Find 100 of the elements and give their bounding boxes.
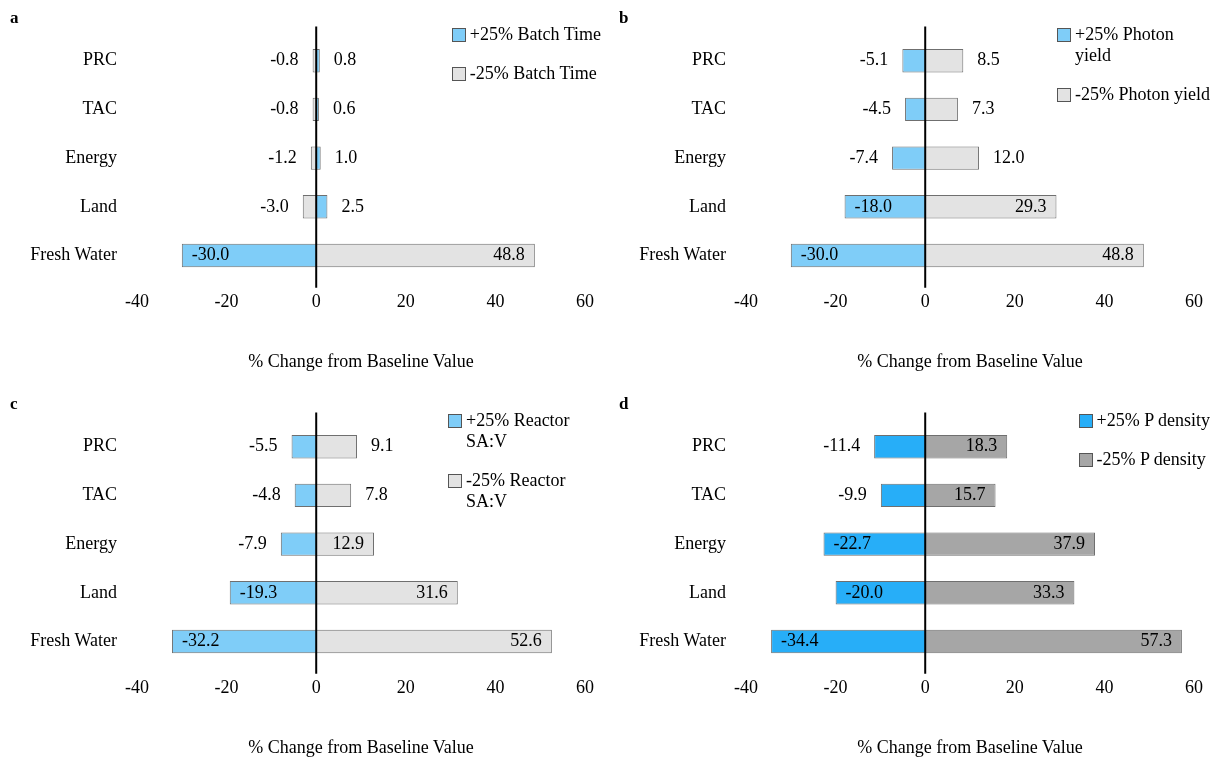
y-tick-label: PRC bbox=[82, 49, 118, 70]
x-tick-label: -40 bbox=[734, 291, 759, 312]
x-tick-label: -20 bbox=[214, 291, 239, 312]
data-label: 7.3 bbox=[971, 98, 995, 119]
x-tick-label: 60 bbox=[576, 291, 594, 312]
data-label: 7.8 bbox=[365, 483, 388, 504]
data-label: 52.6 bbox=[510, 629, 542, 650]
data-label: 37.9 bbox=[1053, 532, 1085, 553]
x-axis-title: % Change from Baseline Value bbox=[857, 736, 1083, 757]
y-tick-label: PRC bbox=[691, 434, 727, 455]
data-label: 0.6 bbox=[332, 98, 356, 119]
y-tick-label: TAC bbox=[691, 98, 727, 119]
x-tick-label: 40 bbox=[486, 676, 505, 697]
x-axis-title: % Change from Baseline Value bbox=[248, 736, 474, 757]
data-label: -9.9 bbox=[838, 483, 867, 504]
x-tick-label: -40 bbox=[125, 676, 150, 697]
data-label: 48.8 bbox=[1102, 244, 1134, 265]
data-label: 29.3 bbox=[1014, 195, 1047, 216]
chart-title: c bbox=[10, 393, 18, 413]
y-tick-label: PRC bbox=[82, 434, 118, 455]
data-label: -34.4 bbox=[781, 629, 819, 650]
x-tick-label: 60 bbox=[576, 676, 594, 697]
data-label: -0.8 bbox=[270, 98, 299, 119]
y-tick-label: Fresh Water bbox=[639, 629, 727, 650]
y-tick-label: Fresh Water bbox=[30, 244, 118, 265]
legend-label: +25% Batch Time bbox=[469, 24, 601, 45]
y-tick-label: Energy bbox=[65, 146, 118, 167]
data-label: -4.5 bbox=[862, 98, 892, 119]
y-tick-label: Energy bbox=[674, 532, 727, 553]
data-label: 48.8 bbox=[493, 244, 525, 265]
legend-label: -25% Batch Time bbox=[469, 63, 597, 84]
x-axis-title: % Change from Baseline Value bbox=[857, 350, 1083, 371]
data-label: -7.9 bbox=[238, 532, 267, 553]
data-label: -18.0 bbox=[854, 195, 893, 216]
x-tick-label: 20 bbox=[1005, 676, 1024, 697]
legend-label: -25% Reactor SA:V bbox=[466, 469, 567, 512]
data-label: -22.7 bbox=[833, 532, 872, 553]
x-tick-label: 40 bbox=[1095, 291, 1114, 312]
data-label: -1.2 bbox=[268, 146, 297, 167]
data-label: -30.0 bbox=[800, 244, 839, 265]
y-tick-label: Fresh Water bbox=[30, 629, 118, 650]
x-tick-label: 40 bbox=[1095, 676, 1114, 697]
x-tick-label: -40 bbox=[125, 291, 150, 312]
x-tick-label: 60 bbox=[1185, 291, 1203, 312]
data-label: 1.0 bbox=[334, 146, 358, 167]
data-label: -7.4 bbox=[849, 146, 879, 167]
y-tick-label: Energy bbox=[674, 146, 727, 167]
data-label: 31.6 bbox=[416, 581, 448, 602]
x-tick-label: 20 bbox=[396, 291, 415, 312]
data-label: 12.0 bbox=[992, 146, 1025, 167]
x-tick-label: 40 bbox=[486, 291, 505, 312]
data-label: 15.7 bbox=[954, 483, 986, 504]
y-tick-label: Land bbox=[80, 581, 118, 602]
chart-title: a bbox=[10, 7, 19, 27]
x-tick-label: 20 bbox=[1005, 291, 1024, 312]
data-label: 0.8 bbox=[333, 49, 357, 70]
data-label: -3.0 bbox=[260, 195, 289, 216]
legend-label: +25% P density bbox=[1096, 409, 1210, 431]
data-label: 2.5 bbox=[341, 195, 364, 216]
x-tick-label: 60 bbox=[1185, 676, 1203, 697]
chart-title: d bbox=[619, 393, 629, 413]
y-tick-label: Fresh Water bbox=[639, 244, 727, 265]
y-tick-label: Land bbox=[80, 195, 118, 216]
data-label: 57.3 bbox=[1140, 629, 1172, 650]
x-tick-label: -20 bbox=[823, 291, 848, 312]
y-tick-label: Land bbox=[689, 581, 727, 602]
x-tick-label: 0 bbox=[920, 291, 930, 312]
data-label: -4.8 bbox=[252, 483, 281, 504]
x-tick-label: 0 bbox=[311, 291, 321, 312]
y-tick-label: TAC bbox=[82, 98, 118, 119]
data-label: 12.9 bbox=[332, 532, 364, 553]
legend-label: +25% Photon yield bbox=[1075, 24, 1175, 66]
x-tick-label: 0 bbox=[920, 676, 930, 697]
y-tick-label: PRC bbox=[691, 49, 727, 70]
x-axis-title: % Change from Baseline Value bbox=[248, 350, 474, 371]
legend-label: +25% Reactor SA:V bbox=[466, 409, 571, 452]
legend-label: -25% P density bbox=[1096, 448, 1206, 470]
data-label: -30.0 bbox=[191, 244, 230, 265]
y-tick-label: Land bbox=[689, 195, 727, 216]
data-label: 9.1 bbox=[370, 434, 394, 455]
data-label: -5.1 bbox=[859, 49, 889, 70]
data-label: 18.3 bbox=[965, 434, 998, 455]
chart-title: b bbox=[619, 7, 629, 27]
x-tick-label: 20 bbox=[396, 676, 415, 697]
y-tick-label: Energy bbox=[65, 532, 118, 553]
data-label: -11.4 bbox=[823, 434, 861, 455]
data-label: -19.3 bbox=[239, 581, 278, 602]
data-label: -20.0 bbox=[845, 581, 884, 602]
x-tick-label: 0 bbox=[311, 676, 321, 697]
data-label: -32.2 bbox=[181, 629, 220, 650]
x-tick-label: -20 bbox=[214, 676, 239, 697]
x-tick-label: -20 bbox=[823, 676, 848, 697]
x-tick-label: -40 bbox=[734, 676, 759, 697]
data-label: 8.5 bbox=[977, 49, 1000, 70]
data-label: 33.3 bbox=[1032, 581, 1065, 602]
legend-label: -25% Photon yield bbox=[1075, 84, 1210, 105]
y-tick-label: TAC bbox=[82, 483, 118, 504]
y-tick-label: TAC bbox=[691, 483, 727, 504]
data-label: -0.8 bbox=[270, 49, 299, 70]
data-label: -5.5 bbox=[249, 434, 278, 455]
